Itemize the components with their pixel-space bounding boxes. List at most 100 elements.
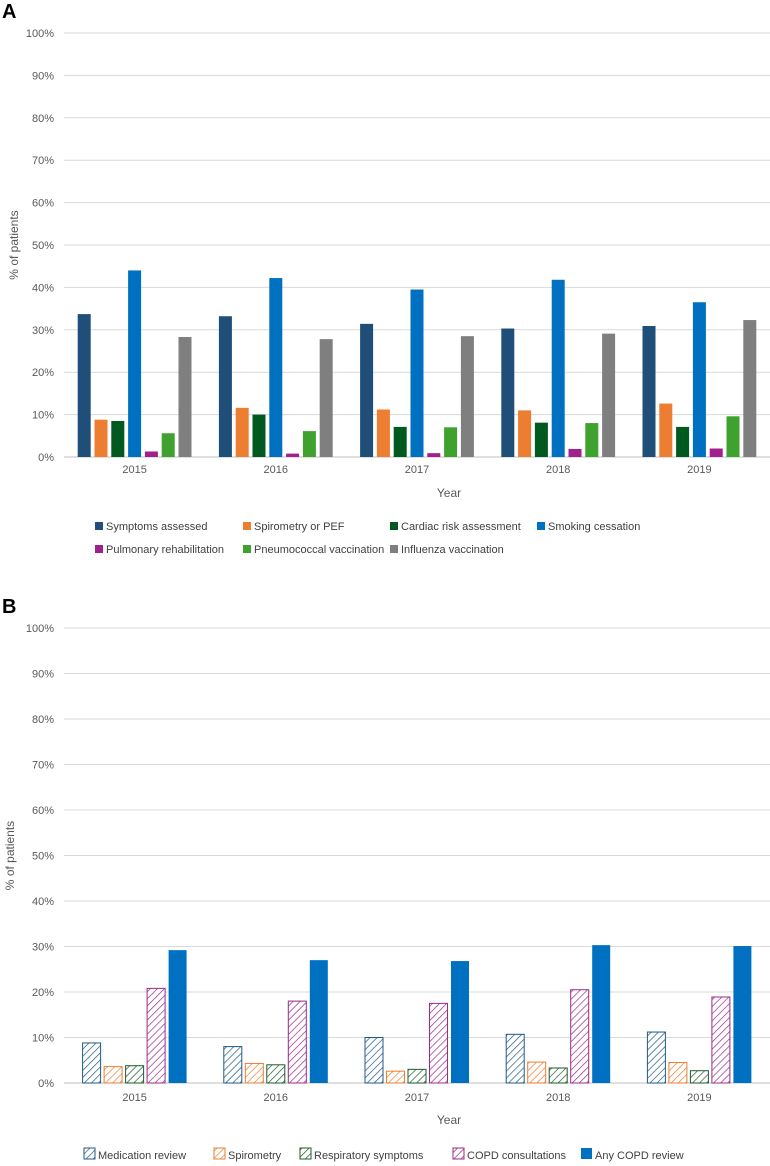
legend-swatch bbox=[95, 545, 103, 553]
bar-copd-consultations-2017 bbox=[429, 1002, 448, 1084]
legend-swatch bbox=[299, 1147, 312, 1160]
y-tick-label: 10% bbox=[32, 1033, 54, 1045]
bar-cardiac-risk-assessment-2016 bbox=[252, 414, 266, 457]
bar-copd-consultations-2015 bbox=[146, 987, 166, 1084]
x-tick-label: 2017 bbox=[405, 464, 429, 476]
x-axis-title: Year bbox=[437, 486, 461, 500]
bar-pneumococcal-vaccination-2017 bbox=[444, 427, 458, 457]
bar-medication-review-2018 bbox=[505, 1033, 525, 1084]
y-tick-label: 60% bbox=[32, 198, 54, 210]
bar-spirometry-2017 bbox=[386, 1070, 405, 1084]
bar-spirometry-2019 bbox=[668, 1062, 688, 1084]
legend-swatch bbox=[95, 522, 103, 530]
legend-label: Medication review bbox=[98, 1150, 186, 1162]
bar-copd-consultations-2016 bbox=[287, 1000, 307, 1084]
bar-copd-consultations-2019 bbox=[711, 996, 731, 1084]
bar-pulmonary-rehabilitation-2015 bbox=[144, 451, 158, 457]
bar-influenza-vaccination-2019 bbox=[743, 320, 757, 457]
bar-any-copd-review-2018 bbox=[592, 945, 611, 1083]
chart-panel-b: B 0% 10% 20% 30% 40% 50% 60% 70% 80% 90% 100% % of p… bbox=[2, 596, 770, 1162]
x-tick-label: 2019 bbox=[687, 464, 711, 476]
bar-spirometry-or-pef-2017 bbox=[376, 409, 390, 457]
x-tick-label: 2015 bbox=[122, 464, 146, 476]
bar-cardiac-risk-assessment-2015 bbox=[111, 420, 125, 457]
bar-pulmonary-rehabilitation-2018 bbox=[568, 448, 582, 457]
bar-spirometry-2016 bbox=[244, 1062, 264, 1084]
legend-label: Respiratory symptoms bbox=[314, 1150, 424, 1162]
bar-spirometry-or-pef-2018 bbox=[518, 410, 532, 457]
bar-influenza-vaccination-2018 bbox=[602, 333, 616, 457]
legend-label: Spirometry or PEF bbox=[254, 521, 345, 533]
y-tick-label: 90% bbox=[32, 70, 54, 82]
bar-cardiac-risk-assessment-2019 bbox=[676, 426, 690, 457]
bar-any-copd-review-2016 bbox=[309, 960, 328, 1083]
y-tick-label: 20% bbox=[32, 987, 54, 999]
x-tick-label: 2018 bbox=[546, 1092, 570, 1104]
legend-swatch bbox=[537, 522, 545, 530]
y-axis-title: % of patients bbox=[3, 821, 17, 890]
bar-respiratory-symptoms-2018 bbox=[548, 1067, 568, 1084]
legend-swatch bbox=[243, 545, 251, 553]
y-tick-label: 50% bbox=[32, 240, 54, 252]
legend-swatch bbox=[390, 522, 398, 530]
y-tick-label: 100% bbox=[26, 28, 54, 40]
panel-label: B bbox=[2, 596, 16, 618]
bar-medication-review-2015 bbox=[82, 1042, 102, 1084]
y-tick-label: 60% bbox=[32, 805, 54, 817]
y-tick-label: 40% bbox=[32, 896, 54, 908]
y-tick-label: 10% bbox=[32, 410, 54, 422]
bar-spirometry-2015 bbox=[103, 1066, 123, 1084]
bar-pulmonary-rehabilitation-2017 bbox=[427, 453, 441, 457]
bar-any-copd-review-2017 bbox=[451, 961, 469, 1083]
bar-pneumococcal-vaccination-2019 bbox=[726, 416, 740, 457]
y-tick-label: 0% bbox=[38, 1078, 54, 1090]
legend-label: Spirometry bbox=[228, 1150, 282, 1162]
bar-pneumococcal-vaccination-2015 bbox=[161, 433, 175, 457]
legend-label: Influenza vaccination bbox=[401, 544, 504, 556]
y-tick-label: 70% bbox=[32, 760, 54, 772]
bar-medication-review-2016 bbox=[223, 1046, 243, 1084]
bar-smoking-cessation-2017 bbox=[410, 289, 424, 457]
chart-panel-a: A 0% 10% 20% 30% 40% 50% 60% 70% 80% 90% 100% % of p… bbox=[2, 1, 770, 556]
bar-pneumococcal-vaccination-2018 bbox=[585, 423, 599, 457]
legend-label: Smoking cessation bbox=[548, 521, 640, 533]
bar-respiratory-symptoms-2017 bbox=[407, 1068, 427, 1084]
bar-medication-review-2017 bbox=[364, 1037, 384, 1084]
bar-spirometry-or-pef-2015 bbox=[94, 419, 108, 457]
legend-swatch bbox=[83, 1147, 96, 1160]
bar-symptoms-assessed-2018 bbox=[501, 328, 515, 457]
legend-label: COPD consultations bbox=[467, 1150, 567, 1162]
bar-smoking-cessation-2018 bbox=[551, 279, 565, 457]
panel-label: A bbox=[2, 1, 16, 23]
y-tick-label: 100% bbox=[26, 623, 54, 635]
bar-pulmonary-rehabilitation-2019 bbox=[709, 448, 723, 457]
y-tick-label: 30% bbox=[32, 942, 54, 954]
bar-cardiac-risk-assessment-2017 bbox=[393, 426, 407, 457]
bar-influenza-vaccination-2016 bbox=[319, 339, 333, 457]
bar-spirometry-or-pef-2019 bbox=[659, 403, 673, 457]
x-tick-label: 2015 bbox=[122, 1092, 146, 1104]
x-tick-label: 2019 bbox=[687, 1092, 711, 1104]
bar-smoking-cessation-2015 bbox=[128, 270, 142, 457]
bar-any-copd-review-2019 bbox=[733, 946, 752, 1083]
bar-spirometry-or-pef-2016 bbox=[235, 407, 249, 457]
y-tick-label: 90% bbox=[32, 669, 54, 681]
y-tick-label: 70% bbox=[32, 155, 54, 167]
legend-swatch bbox=[390, 545, 398, 553]
x-tick-label: 2017 bbox=[405, 1092, 429, 1104]
bar-medication-review-2019 bbox=[646, 1031, 666, 1084]
y-tick-label: 80% bbox=[32, 714, 54, 726]
bar-spirometry-2018 bbox=[527, 1061, 547, 1084]
legend-label: Pulmonary rehabilitation bbox=[106, 544, 224, 556]
legend-label: Cardiac risk assessment bbox=[401, 521, 521, 533]
legend-swatch bbox=[452, 1147, 465, 1160]
bar-any-copd-review-2015 bbox=[168, 950, 187, 1083]
legend-swatch bbox=[213, 1147, 226, 1160]
y-tick-label: 80% bbox=[32, 113, 54, 125]
legend-label: Symptoms assessed bbox=[106, 521, 207, 533]
bar-influenza-vaccination-2015 bbox=[178, 337, 192, 457]
legend-label: Any COPD review bbox=[595, 1150, 684, 1162]
bar-symptoms-assessed-2019 bbox=[642, 325, 656, 457]
bar-respiratory-symptoms-2019 bbox=[689, 1070, 709, 1084]
x-tick-label: 2016 bbox=[264, 464, 288, 476]
